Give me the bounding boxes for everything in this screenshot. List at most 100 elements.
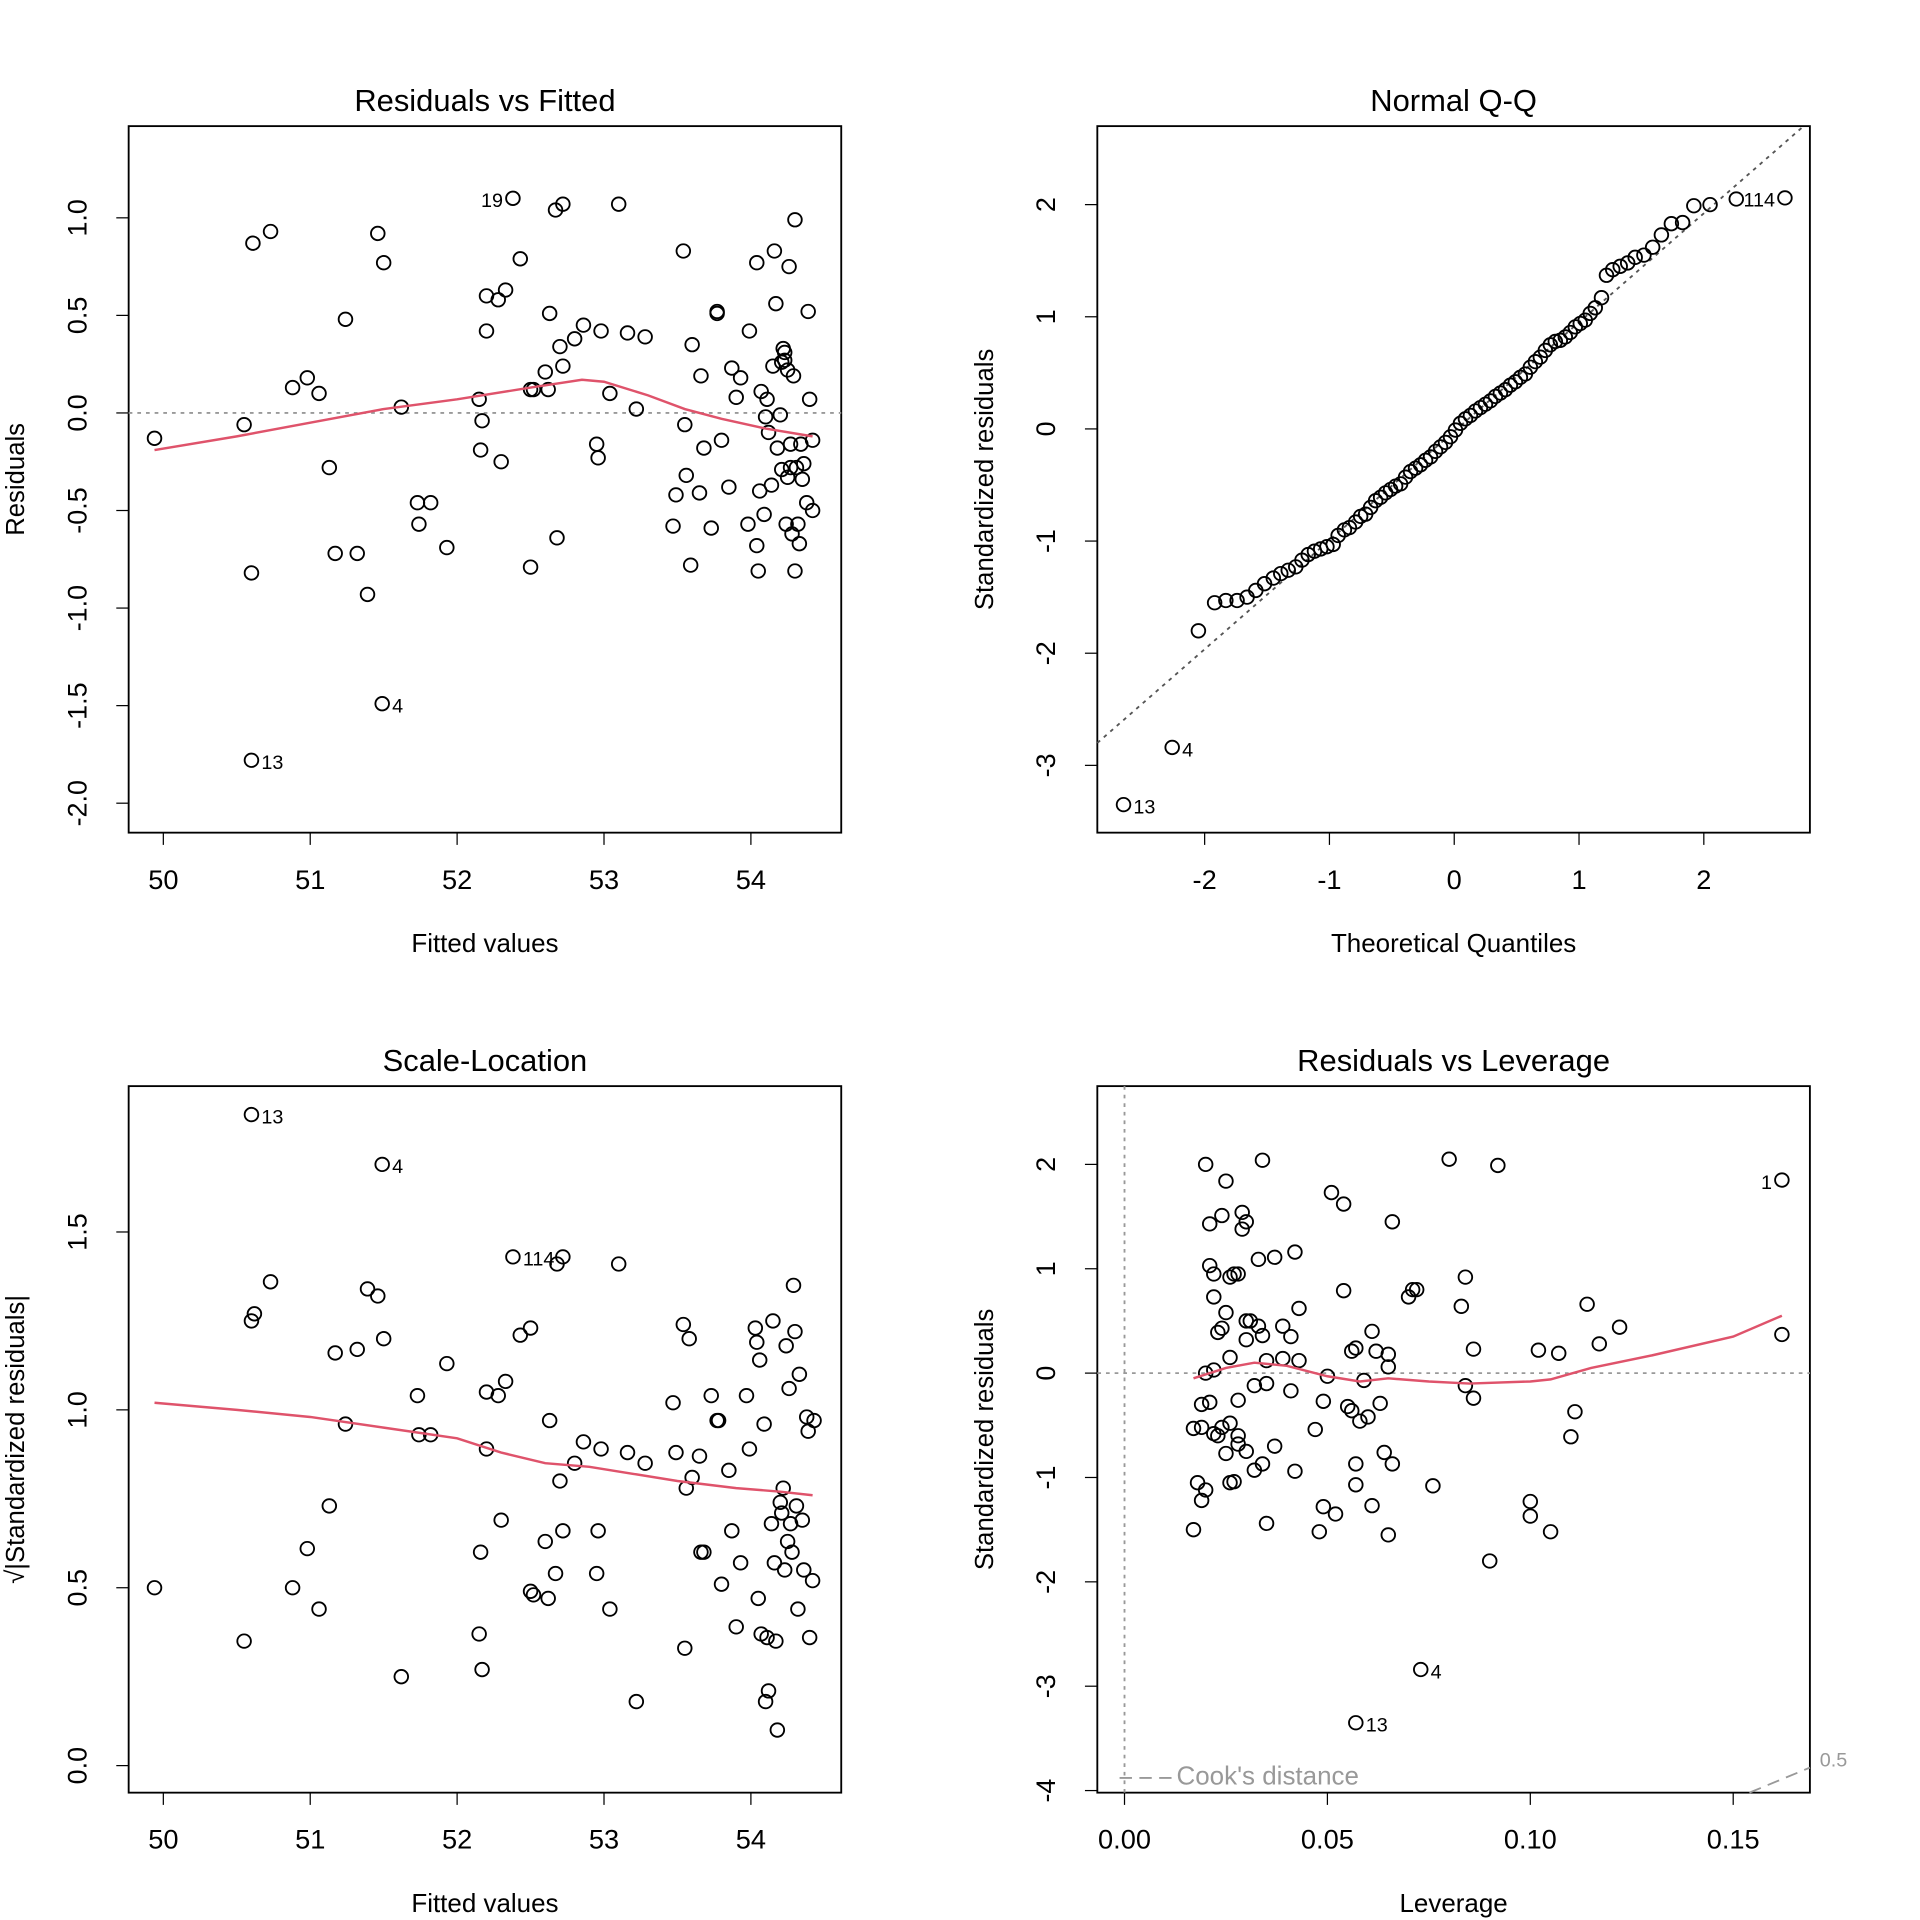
data-point	[691, 485, 708, 501]
data-point	[804, 432, 821, 448]
data-point	[804, 502, 821, 519]
data-point	[409, 1387, 426, 1404]
data-point	[681, 1331, 697, 1347]
data-point	[1250, 1318, 1267, 1334]
data-point	[146, 430, 163, 446]
data-point	[785, 1277, 802, 1293]
data-point	[1238, 1443, 1254, 1460]
point-label: 4	[392, 1156, 403, 1178]
y-tick-label: 0	[1030, 421, 1061, 436]
data-point	[1360, 1409, 1376, 1425]
data-point	[1287, 1244, 1303, 1260]
data-point	[682, 557, 699, 573]
data-point	[781, 1380, 797, 1397]
data-point	[490, 1387, 506, 1404]
data-point	[1604, 262, 1621, 278]
data-point	[1206, 1289, 1222, 1305]
data-point	[337, 1416, 354, 1432]
data-point	[721, 479, 737, 495]
y-tick-label: 1	[1030, 1261, 1061, 1276]
y-tick-label: -0.5	[61, 487, 92, 533]
data-point	[1563, 1429, 1579, 1445]
data-point	[778, 1338, 794, 1354]
data-point	[1728, 191, 1745, 207]
point-label: 114	[1743, 190, 1775, 212]
data-point	[1275, 1318, 1291, 1334]
data-point	[787, 1323, 803, 1340]
x-tick-label: 53	[589, 1824, 619, 1855]
data-point	[1490, 1157, 1506, 1174]
data-point	[1457, 1269, 1474, 1285]
data-point	[1663, 216, 1680, 232]
data-point	[1527, 353, 1544, 370]
data-point	[588, 436, 605, 452]
data-point	[1413, 1661, 1429, 1678]
data-point	[775, 1480, 791, 1496]
data-point	[1265, 570, 1282, 586]
data-point	[262, 1274, 279, 1290]
data-point	[243, 565, 260, 581]
data-point	[1189, 1475, 1206, 1491]
data-point	[1238, 1214, 1254, 1230]
data-point	[738, 1387, 755, 1404]
x-tick-label: 0	[1447, 864, 1462, 895]
data-point	[439, 539, 455, 556]
data-point	[552, 338, 568, 355]
point-label: 13	[1133, 797, 1155, 819]
data-point	[478, 323, 495, 339]
data-point	[359, 586, 376, 603]
data-point	[552, 1473, 568, 1489]
data-point	[422, 495, 439, 511]
data-point	[284, 379, 301, 396]
data-point	[1273, 565, 1289, 582]
data-point	[472, 442, 489, 458]
data-point	[1190, 623, 1207, 639]
data-point	[724, 360, 740, 376]
data-point	[493, 1512, 509, 1528]
data-point	[1412, 457, 1429, 473]
data-point	[1482, 393, 1499, 409]
point-label: 4	[1182, 739, 1193, 761]
data-point	[1774, 1326, 1790, 1343]
y-tick-label: 0.0	[61, 394, 92, 431]
plot-frame	[1096, 1085, 1811, 1794]
y-axis-label: √|Standardized residuals|	[2, 1295, 30, 1584]
data-point	[790, 1601, 806, 1617]
data-point	[696, 1544, 712, 1560]
data-point	[512, 1327, 529, 1343]
chart-title: Residuals vs Fitted	[354, 83, 615, 118]
data-point	[1674, 214, 1691, 231]
data-point	[610, 196, 627, 212]
data-point	[1291, 1300, 1307, 1317]
data-point	[1197, 1156, 1214, 1173]
data-point	[1530, 1342, 1547, 1358]
data-point	[691, 1448, 708, 1464]
data-point	[741, 1441, 758, 1457]
data-point	[540, 381, 556, 398]
y-tick-label: 1.0	[61, 199, 92, 236]
data-point	[779, 469, 796, 485]
data-point	[766, 243, 783, 259]
data-point	[1348, 1340, 1364, 1356]
data-point	[439, 1355, 455, 1372]
data-point	[665, 518, 681, 534]
data-point	[747, 1320, 764, 1336]
data-point	[796, 456, 812, 472]
data-point	[1287, 1463, 1303, 1479]
data-point	[806, 1412, 822, 1429]
data-point	[1372, 489, 1389, 505]
data-point	[299, 370, 316, 386]
data-point	[740, 516, 756, 532]
data-point	[311, 1601, 327, 1617]
point-label: 114	[523, 1249, 555, 1271]
data-point	[1325, 536, 1341, 553]
data-point	[1627, 249, 1643, 265]
data-point	[525, 1587, 542, 1603]
data-point	[772, 1494, 789, 1511]
data-point	[505, 190, 521, 206]
data-point	[474, 1661, 490, 1678]
data-point	[741, 323, 758, 339]
data-point	[522, 559, 539, 575]
y-tick-label: -2	[1030, 641, 1061, 665]
point-label: 13	[1366, 1715, 1388, 1737]
